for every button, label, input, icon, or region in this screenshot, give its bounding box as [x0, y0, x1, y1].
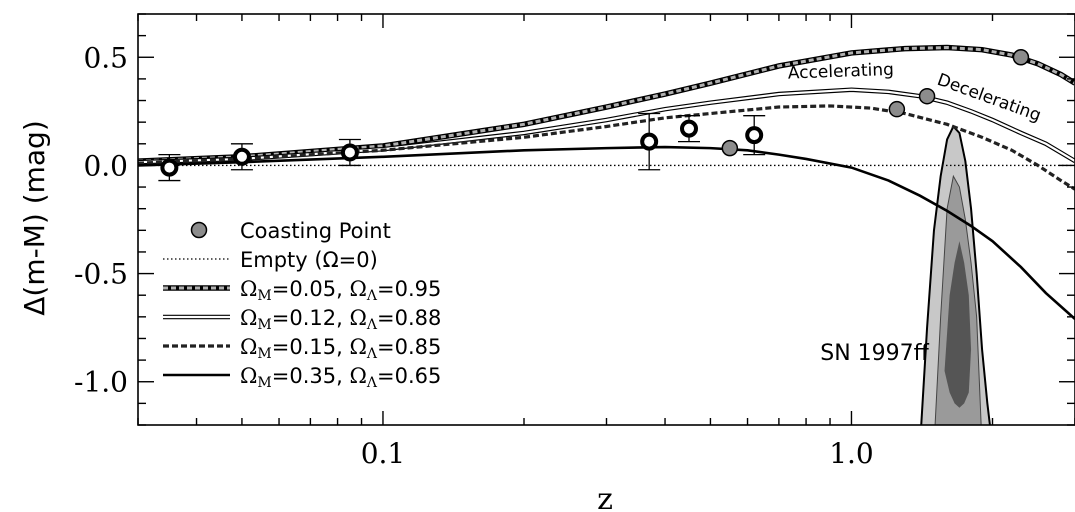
- legend-text-part: =0.85: [377, 335, 441, 359]
- legend-text-part: =0.35,: [272, 364, 350, 388]
- legend-coasting-text: Coasting Point: [240, 219, 391, 243]
- legend-text-part: M: [257, 288, 271, 304]
- x-tick-label: 0.1: [361, 437, 406, 470]
- legend-text-part: =0.88: [377, 306, 441, 330]
- legend-m015-text: ΩM=0.15, ΩΛ=0.85: [240, 335, 441, 362]
- y-tick-label: -1.0: [74, 366, 128, 399]
- data-point: [640, 132, 659, 151]
- axes: 0.1 1.0 0.5 0.0 -0.5 -1.0: [74, 13, 1075, 470]
- legend-text-part: =0.95: [377, 277, 441, 301]
- legend-text-part: =0.15,: [272, 335, 350, 359]
- legend-m035-text: ΩM=0.35, ΩΛ=0.65: [240, 364, 441, 391]
- legend-text-part: Λ: [366, 346, 378, 362]
- coasting-points: [721, 49, 1030, 157]
- legend-m012-text: ΩM=0.12, ΩΛ=0.88: [240, 306, 441, 333]
- curve-m012-inner: [138, 88, 1075, 164]
- legend-text-part: =0.05,: [272, 277, 350, 301]
- y-tick-label: 0.0: [83, 149, 128, 182]
- data-points: [158, 112, 766, 182]
- legend-text-part: Ω: [349, 364, 366, 388]
- legend-empty-text: Empty (Ω=0): [240, 248, 378, 272]
- legend-text-part: Ω: [349, 335, 366, 359]
- data-point: [160, 158, 179, 177]
- legend-text-part: Λ: [366, 375, 378, 391]
- y-tick-label: -0.5: [74, 258, 128, 291]
- legend-m005-text: ΩM=0.05, ΩΛ=0.95: [240, 277, 441, 304]
- legend-text-part: Ω: [240, 277, 257, 301]
- legend-text-part: Λ: [366, 317, 378, 333]
- legend-coasting-marker: [190, 221, 208, 239]
- legend-text-part: Ω: [349, 277, 366, 301]
- coasting-point-m035: [721, 139, 739, 157]
- curve-m015: [138, 104, 1075, 191]
- contour-inner: [944, 241, 972, 408]
- coasting-point-m005: [1012, 49, 1030, 66]
- coasting-point-m015: [888, 100, 906, 118]
- data-point: [232, 147, 251, 166]
- legend-text-part: Ω: [349, 306, 366, 330]
- x-axis-label: z: [597, 482, 613, 512]
- curve-m035: [138, 145, 1075, 320]
- legend-text-part: Ω: [240, 335, 257, 359]
- sn1997ff-contour: SN 1997ff: [820, 124, 991, 425]
- legend-text-part: M: [257, 346, 271, 362]
- legend-text-part: Ω: [240, 306, 257, 330]
- curve-m005-outline: [138, 44, 1075, 164]
- data-point: [340, 143, 359, 162]
- coasting-point-m012: [918, 87, 936, 105]
- legend-text-part: M: [257, 375, 271, 391]
- legend-text-part: M: [257, 317, 271, 333]
- annotation-accelerating: Accelerating: [788, 60, 895, 84]
- x-tick-label: 1.0: [829, 437, 874, 470]
- contour-label: SN 1997ff: [820, 341, 929, 366]
- data-point: [745, 126, 764, 145]
- legend-text-part: =0.12,: [272, 306, 350, 330]
- legend-text-part: =0.65: [377, 364, 441, 388]
- legend-text-part: Λ: [366, 288, 378, 304]
- y-tick-label: 0.5: [83, 41, 128, 74]
- y-axis-label: Δ(m-M) (mag): [18, 120, 51, 316]
- data-point: [679, 119, 698, 138]
- legend-text-part: Ω: [240, 364, 257, 388]
